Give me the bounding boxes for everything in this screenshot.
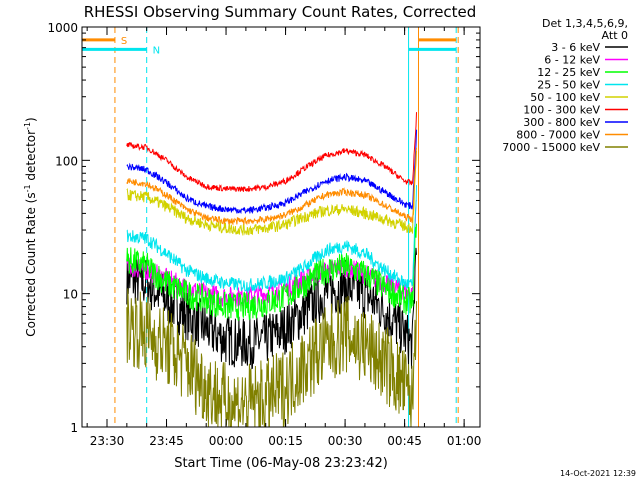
- legend-header-line-2: Att 0: [602, 29, 628, 42]
- y-tick-label-3: 1000: [47, 21, 78, 35]
- series-line-6: [126, 129, 417, 215]
- series-line-2: [126, 223, 417, 321]
- x-tick-label-5: 00:45: [387, 434, 422, 448]
- x-tick-label-4: 00:30: [328, 434, 363, 448]
- legend-label-2: 12 - 25 keV: [537, 66, 600, 79]
- axes: 23:30 23:45 00:00 00:15 00:30 00:45 01:00 1 10 10…: [47, 21, 481, 448]
- y-axis-label-sup-2: -1: [23, 122, 32, 130]
- x-axis-label: Start Time (06-May-08 23:23:42): [174, 456, 388, 471]
- y-axis-label-main: Corrected Count Rate (s: [24, 192, 38, 336]
- x-tick-label-2: 00:00: [209, 434, 244, 448]
- series-line-3: [126, 185, 417, 294]
- legend-label-6: 300 - 800 keV: [523, 116, 600, 129]
- x-tick-label-0: 23:30: [90, 434, 125, 448]
- marker-label-1: N: [153, 45, 160, 56]
- legend-label-0: 3 - 6 keV: [551, 41, 600, 54]
- y-tick-label-2: 100: [55, 154, 78, 168]
- legend-label-3: 25 - 50 keV: [537, 79, 600, 92]
- series-line-4: [126, 150, 417, 236]
- x-tick-label-6: 01:00: [447, 434, 482, 448]
- plot-area: SN: [82, 27, 459, 427]
- legend-label-7: 800 - 7000 keV: [516, 129, 600, 142]
- footer-timestamp: 14-Oct-2021 12:39: [560, 469, 636, 478]
- y-axis-label-mid: detector: [24, 130, 38, 185]
- x-tick-label-1: 23:45: [149, 434, 184, 448]
- plot-frame: [81, 26, 481, 428]
- series-line-5: [126, 112, 417, 193]
- legend-label-1: 6 - 12 keV: [544, 54, 600, 67]
- marker-label-0: S: [121, 36, 127, 47]
- series-line-7: [126, 147, 417, 226]
- legend-label-4: 50 - 100 keV: [530, 91, 600, 104]
- series-line-8: [126, 288, 417, 427]
- legend-label-8: 7000 - 15000 keV: [502, 141, 600, 154]
- chart-title: RHESSI Observing Summary Count Rates, Co…: [84, 3, 477, 21]
- y-axis-label-end: ): [24, 117, 38, 122]
- x-tick-label-3: 00:15: [268, 434, 303, 448]
- legend-header-line-1: Det 1,3,4,5,6,9,: [542, 17, 628, 30]
- legend-label-5: 100 - 300 keV: [523, 104, 600, 117]
- y-axis-label-sup-1: -1: [23, 184, 32, 192]
- y-axis-label: Corrected Count Rate (s-1 detector-1): [23, 117, 38, 336]
- y-tick-label-1: 10: [63, 288, 78, 302]
- y-tick-label-0: 1: [70, 421, 78, 435]
